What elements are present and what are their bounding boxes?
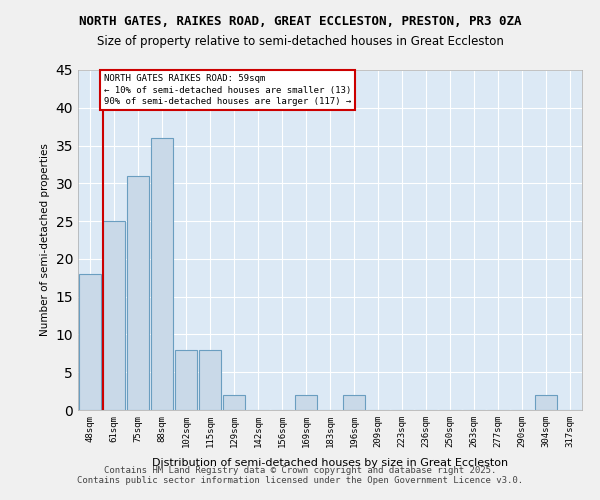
Bar bbox=[175, 350, 197, 410]
Text: NORTH GATES RAIKES ROAD: 59sqm
← 10% of semi-detached houses are smaller (13)
90: NORTH GATES RAIKES ROAD: 59sqm ← 10% of … bbox=[104, 74, 351, 106]
Text: Contains HM Land Registry data © Crown copyright and database right 2025.
Contai: Contains HM Land Registry data © Crown c… bbox=[77, 466, 523, 485]
Text: Size of property relative to semi-detached houses in Great Eccleston: Size of property relative to semi-detach… bbox=[97, 35, 503, 48]
Y-axis label: Number of semi-detached properties: Number of semi-detached properties bbox=[40, 144, 50, 336]
Bar bbox=[223, 395, 245, 410]
Bar bbox=[535, 395, 557, 410]
Text: NORTH GATES, RAIKES ROAD, GREAT ECCLESTON, PRESTON, PR3 0ZA: NORTH GATES, RAIKES ROAD, GREAT ECCLESTO… bbox=[79, 15, 521, 28]
X-axis label: Distribution of semi-detached houses by size in Great Eccleston: Distribution of semi-detached houses by … bbox=[152, 458, 508, 468]
Bar bbox=[127, 176, 149, 410]
Bar bbox=[295, 395, 317, 410]
Bar bbox=[79, 274, 101, 410]
Bar bbox=[151, 138, 173, 410]
Bar bbox=[103, 221, 125, 410]
Bar bbox=[343, 395, 365, 410]
Bar bbox=[199, 350, 221, 410]
